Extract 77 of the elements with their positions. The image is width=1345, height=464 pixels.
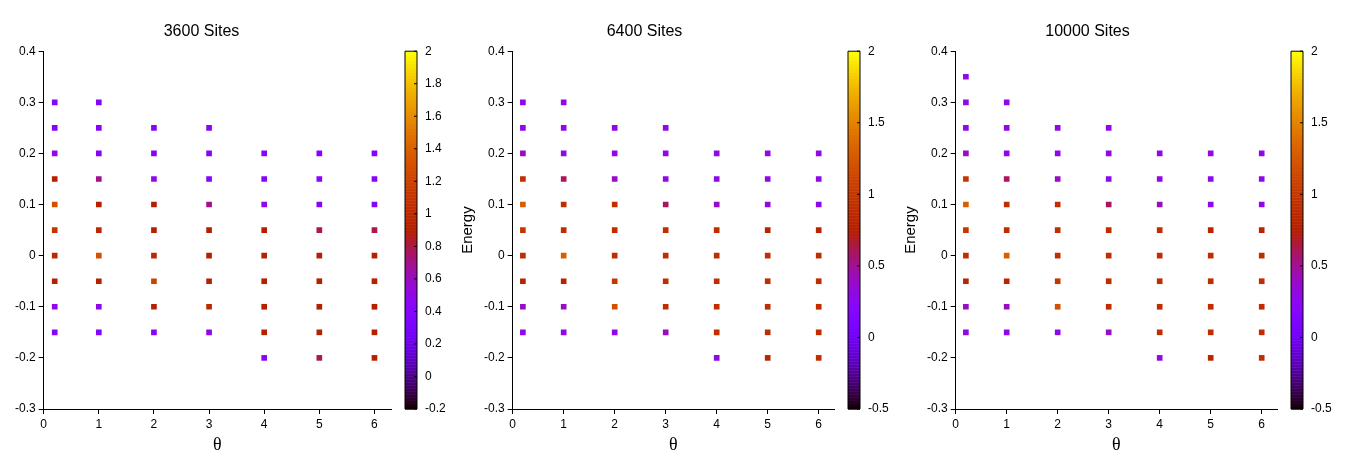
color-bar-label: 1.5: [868, 115, 886, 130]
x-tick-label: 6: [1258, 416, 1266, 431]
y-tick-label: -0.3: [14, 401, 36, 416]
color-bar-label: 2: [1311, 43, 1318, 58]
x-tick-label: 0: [509, 416, 517, 431]
x-axis-title: θ: [1112, 433, 1121, 454]
y-tick-label: 0: [28, 247, 36, 262]
color-bar-label: 0.2: [425, 336, 443, 351]
y-tick-label: 0.3: [18, 94, 36, 109]
x-tick-label: 4: [1156, 416, 1164, 431]
color-bar-label: 1: [1311, 186, 1318, 201]
x-tick-label: 1: [1003, 416, 1011, 431]
x-tick-label: 2: [1054, 416, 1062, 431]
y-tick-label: 0.3: [487, 94, 505, 109]
color-bar-label: 0.5: [868, 258, 886, 273]
y-tick-label: 0.1: [487, 196, 505, 211]
y-tick-label: 0.4: [930, 43, 948, 58]
y-tick-label: -0.1: [926, 299, 948, 314]
color-bar-label: 1: [868, 186, 875, 201]
y-tick-label: 0.2: [930, 145, 948, 160]
chart-title: 6400 Sites: [606, 22, 683, 40]
y-axis-title: Energy: [458, 205, 476, 254]
y-tick-label: -0.2: [14, 350, 36, 365]
x-axis-title: θ: [669, 433, 678, 454]
y-tick-label: -0.1: [483, 299, 505, 314]
x-tick-label: 1: [95, 416, 103, 431]
x-tick-label: 0: [40, 416, 48, 431]
y-tick-label: 0.1: [18, 196, 36, 211]
chart-title: 10000 Sites: [1045, 22, 1130, 40]
y-tick-label: 0: [497, 247, 505, 262]
y-tick-label: -0.1: [14, 299, 36, 314]
y-tick-label: -0.3: [926, 401, 948, 416]
y-tick-label: 0.4: [18, 43, 36, 58]
color-bar-label: 0.6: [425, 271, 443, 286]
x-tick-label: 0: [952, 416, 960, 431]
y-axis-title: Energy: [901, 205, 919, 254]
x-tick-label: 3: [205, 416, 213, 431]
color-bar-label: -0.5: [868, 401, 889, 416]
y-tick-label: 0.3: [930, 94, 948, 109]
color-bar-label: 1.8: [425, 76, 443, 91]
x-tick-label: 4: [713, 416, 721, 431]
color-bar-label: 1.5: [1311, 115, 1329, 130]
y-tick-label: -0.2: [483, 350, 505, 365]
color-bar-label: -0.5: [1311, 401, 1332, 416]
x-tick-label: 5: [764, 416, 772, 431]
color-bar-label: 0: [868, 329, 875, 344]
x-tick-label: 3: [662, 416, 670, 431]
color-bar-label: 1: [425, 206, 432, 221]
y-tick-label: 0: [940, 247, 948, 262]
color-bar-label: -0.2: [425, 401, 446, 416]
x-tick-label: 1: [560, 416, 568, 431]
color-bar-label: 0: [1311, 329, 1318, 344]
y-tick-label: -0.2: [926, 350, 948, 365]
x-tick-label: 5: [315, 416, 323, 431]
color-bar-label: 2: [868, 43, 875, 58]
x-tick-label: 2: [150, 416, 158, 431]
x-tick-label: 5: [1207, 416, 1215, 431]
x-tick-label: 3: [1105, 416, 1113, 431]
chart-title: 3600 Sites: [163, 22, 240, 40]
color-bar-label: 0.4: [425, 303, 443, 318]
x-axis-title: θ: [213, 433, 222, 454]
y-tick-label: 0.1: [930, 196, 948, 211]
color-bar-label: 1.2: [425, 173, 443, 188]
color-bar-label: 0.5: [1311, 258, 1329, 273]
color-bar-label: 2: [425, 43, 432, 58]
color-bar-label: 0: [425, 368, 432, 383]
x-tick-label: 4: [260, 416, 268, 431]
color-bar-label: 1.6: [425, 108, 443, 123]
color-bar-label: 1.4: [425, 141, 443, 156]
x-tick-label: 6: [371, 416, 379, 431]
color-bar-label: 0.8: [425, 238, 443, 253]
x-tick-label: 6: [815, 416, 823, 431]
y-tick-label: 0.4: [487, 43, 505, 58]
y-tick-label: 0.2: [487, 145, 505, 160]
x-tick-label: 2: [611, 416, 619, 431]
y-tick-label: 0.2: [18, 145, 36, 160]
y-tick-label: -0.3: [483, 401, 505, 416]
